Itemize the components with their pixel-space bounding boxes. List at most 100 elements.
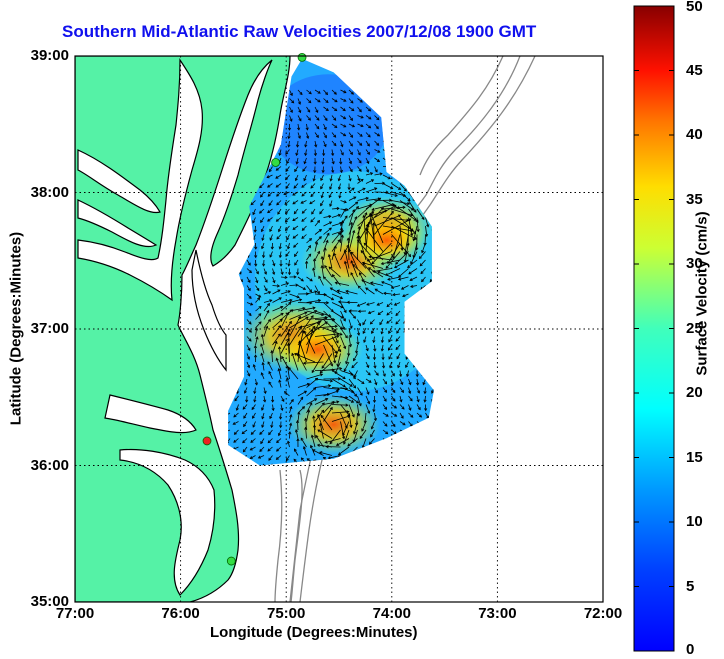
velocity-vector xyxy=(365,210,388,218)
velocity-vector xyxy=(408,378,411,385)
velocity-vector xyxy=(404,234,409,255)
vector-arrowhead xyxy=(337,452,342,456)
velocity-vector xyxy=(272,333,281,346)
vector-arrowhead xyxy=(340,315,344,319)
vector-arrowhead xyxy=(260,333,265,338)
vector-arrowhead xyxy=(247,262,251,266)
velocity-vector xyxy=(357,106,362,112)
vector-arrowhead xyxy=(415,374,419,378)
velocity-vector xyxy=(350,272,358,286)
vector-arrowhead xyxy=(361,381,365,385)
vector-arrowhead xyxy=(279,318,283,322)
velocity-vector xyxy=(338,183,341,190)
velocity-vector xyxy=(402,293,409,297)
vector-arrowhead xyxy=(313,153,318,157)
vector-arrowhead xyxy=(285,151,289,155)
velocity-vector xyxy=(301,183,307,188)
velocity-vector xyxy=(263,387,266,394)
velocity-vector xyxy=(261,242,265,249)
velocity-vector xyxy=(365,353,370,359)
velocity-vector xyxy=(344,261,350,278)
velocity-vector xyxy=(267,208,273,214)
velocity-vector xyxy=(263,326,268,337)
vector-arrowhead xyxy=(422,382,426,386)
velocity-vector xyxy=(321,353,333,369)
velocity-vector xyxy=(306,321,328,337)
velocity-vector xyxy=(348,89,354,95)
vector-arrowhead xyxy=(410,228,414,233)
vector-arrowhead xyxy=(343,249,347,253)
vector-arrowhead xyxy=(408,382,412,386)
velocity-vector xyxy=(357,395,362,406)
velocity-vector xyxy=(416,404,421,410)
vector-arrowhead xyxy=(348,309,352,313)
vector-arrowhead xyxy=(286,458,289,462)
velocity-vector xyxy=(374,412,377,421)
velocity-vector xyxy=(381,281,392,286)
vector-arrowhead xyxy=(415,382,420,386)
velocity-vector xyxy=(236,404,239,411)
velocity-vector xyxy=(293,208,299,214)
vector-arrowhead xyxy=(370,213,374,217)
velocity-vector xyxy=(278,225,282,232)
vector-arrowhead xyxy=(395,312,399,317)
vector-arrowhead xyxy=(253,229,257,233)
velocity-vector xyxy=(289,311,307,320)
vector-arrowhead xyxy=(314,310,318,313)
vector-arrowhead xyxy=(393,204,397,208)
vector-arrowhead xyxy=(339,367,343,371)
velocity-vector xyxy=(246,353,250,360)
vector-arrowhead xyxy=(255,280,259,284)
vector-arrowhead xyxy=(293,211,297,215)
vector-arrowhead xyxy=(357,309,361,313)
vector-arrowhead xyxy=(277,333,281,337)
vector-arrowhead xyxy=(410,207,415,211)
vector-arrowhead xyxy=(359,133,363,137)
vector-arrowhead xyxy=(426,224,430,228)
velocity-vector xyxy=(253,364,256,371)
vector-arrowhead xyxy=(294,429,299,433)
vector-arrowhead xyxy=(280,305,284,309)
colorbar-tick-label: 10 xyxy=(686,513,703,530)
vector-arrowhead xyxy=(372,409,376,413)
vector-arrowhead xyxy=(247,347,251,352)
velocity-vector xyxy=(331,378,346,388)
velocity-vector xyxy=(377,310,384,315)
velocity-vector xyxy=(408,404,411,411)
velocity-vector xyxy=(348,106,355,111)
velocity-vector xyxy=(294,448,299,456)
vector-arrowhead xyxy=(357,332,361,336)
vector-arrowhead xyxy=(253,390,257,395)
colorbar-tick-label: 50 xyxy=(686,0,703,15)
velocity-vector xyxy=(348,336,352,347)
vector-arrowhead xyxy=(334,281,338,285)
vector-arrowhead xyxy=(360,124,364,128)
vector-arrowhead xyxy=(287,290,291,294)
vector-arrowhead xyxy=(378,197,382,201)
velocity-vector xyxy=(413,225,418,241)
vector-arrowhead xyxy=(314,144,318,148)
vector-arrowhead xyxy=(232,421,236,425)
velocity-vector xyxy=(303,330,316,354)
velocity-vector xyxy=(289,106,293,113)
vector-arrowhead xyxy=(247,373,251,377)
velocity-vector xyxy=(276,446,282,452)
velocity-vector xyxy=(364,412,367,423)
velocity-vector xyxy=(399,378,403,385)
velocity-vector xyxy=(267,217,273,222)
velocity-vector xyxy=(342,421,350,436)
velocity-vector xyxy=(246,259,251,266)
vector-arrowhead xyxy=(321,402,325,406)
vector-arrowhead xyxy=(345,403,349,407)
velocity-vector xyxy=(374,115,380,120)
velocity-vector xyxy=(374,214,401,227)
vector-arrowhead xyxy=(347,414,351,418)
velocity-vector xyxy=(333,253,341,269)
velocity-vector xyxy=(357,157,362,164)
vector-arrowhead xyxy=(260,352,264,356)
vector-arrowhead xyxy=(289,92,293,97)
velocity-vector xyxy=(398,276,409,280)
vector-arrowhead xyxy=(334,125,338,129)
velocity-vector xyxy=(268,429,273,435)
vector-arrowhead xyxy=(370,426,374,430)
